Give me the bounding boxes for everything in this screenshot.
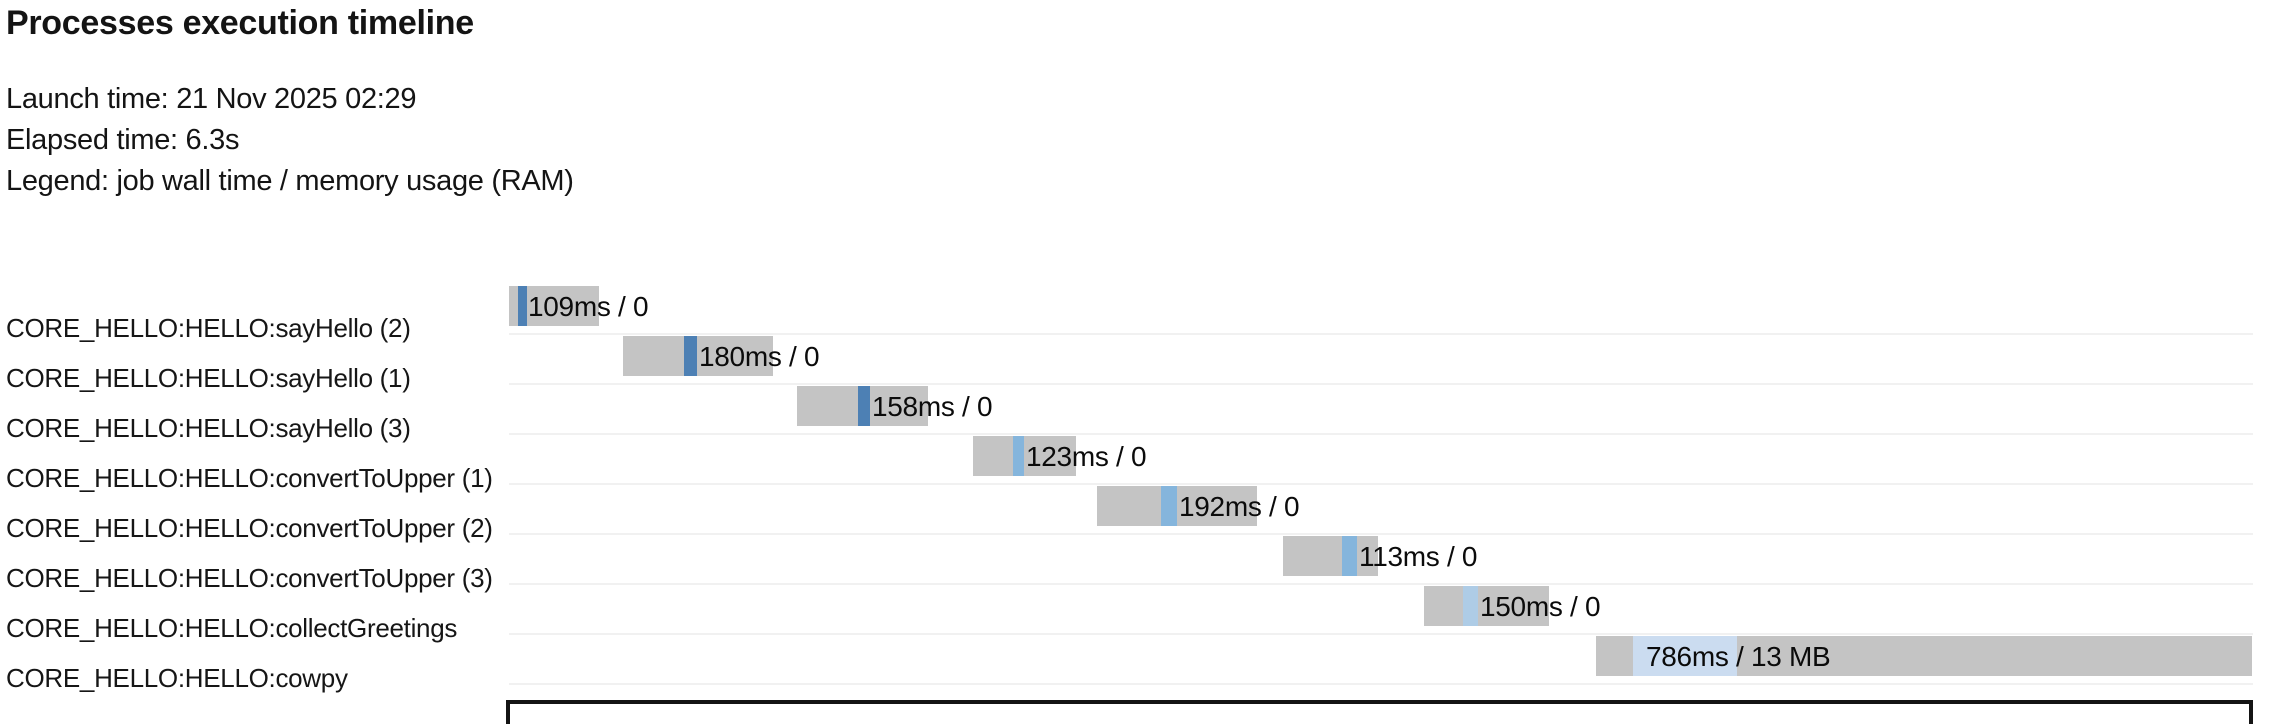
timeline-row: CORE_HELLO:HELLO:convertToUpper (1) 123ms…: [0, 436, 2284, 493]
row-plot: 109ms / 0: [509, 286, 2253, 335]
row-plot: 113ms / 0: [509, 536, 2253, 585]
process-label: CORE_HELLO:HELLO:cowpy: [6, 663, 348, 693]
timeline-row: CORE_HELLO:HELLO:sayHello (2) 109ms / 0: [0, 286, 2284, 343]
process-label: CORE_HELLO:HELLO:convertToUpper (2): [6, 513, 493, 543]
task-runtime-segment: [1013, 436, 1024, 476]
task-annotation: 180ms / 0: [699, 341, 820, 372]
process-label: CORE_HELLO:HELLO:convertToUpper (3): [6, 563, 493, 593]
elapsed-time-text: Elapsed time: 6.3s: [6, 124, 240, 156]
task-runtime-segment: [518, 286, 527, 326]
task-annotation: 150ms / 0: [1480, 591, 1601, 622]
task-annotation: 192ms / 0: [1179, 491, 1300, 522]
launch-time-text: Launch time: 21 Nov 2025 02:29: [6, 83, 417, 115]
task-annotation: 113ms / 0: [1359, 541, 1478, 572]
process-label: CORE_HELLO:HELLO:sayHello (1): [6, 363, 411, 393]
process-label: CORE_HELLO:HELLO:collectGreetings: [6, 613, 458, 643]
task-bar: [623, 336, 773, 376]
task-annotation: 123ms / 0: [1026, 441, 1147, 472]
axis-border-box: [506, 700, 2253, 724]
timeline-row: CORE_HELLO:HELLO:sayHello (1) 180ms / 0: [0, 336, 2284, 393]
task-annotation: 109ms / 0: [528, 291, 649, 322]
row-plot: 158ms / 0: [509, 386, 2253, 435]
task-runtime-segment: [1161, 486, 1177, 526]
task-annotation: 786ms / 13 MB: [1646, 641, 1831, 672]
legend-text: Legend: job wall time / memory usage (RA…: [6, 165, 574, 197]
process-label: CORE_HELLO:HELLO:sayHello (3): [6, 413, 411, 443]
row-plot: 123ms / 0: [509, 436, 2253, 485]
page-title: Processes execution timeline: [6, 4, 474, 42]
task-runtime-segment: [1342, 536, 1357, 576]
row-plot: 150ms / 0: [509, 586, 2253, 635]
task-bar: [1097, 486, 1257, 526]
task-runtime-segment: [1633, 636, 1737, 676]
task-runtime-segment: [684, 336, 697, 376]
timeline-row: CORE_HELLO:HELLO:collectGreetings 150ms /…: [0, 586, 2284, 643]
timeline-row: CORE_HELLO:HELLO:cowpy 786ms / 13 MB: [0, 636, 2284, 693]
task-runtime-segment: [1463, 586, 1478, 626]
timeline-row: CORE_HELLO:HELLO:convertToUpper (3) 113ms…: [0, 536, 2284, 593]
row-plot: 786ms / 13 MB: [509, 636, 2253, 685]
task-annotation: 158ms / 0: [872, 391, 993, 422]
task-bar: [1424, 586, 1549, 626]
task-runtime-segment: [858, 386, 870, 426]
process-label: CORE_HELLO:HELLO:sayHello (2): [6, 313, 411, 343]
timeline-row: CORE_HELLO:HELLO:convertToUpper (2) 192ms…: [0, 486, 2284, 543]
row-plot: 180ms / 0: [509, 336, 2253, 385]
row-plot: 192ms / 0: [509, 486, 2253, 535]
timeline-row: CORE_HELLO:HELLO:sayHello (3) 158ms / 0: [0, 386, 2284, 443]
process-label: CORE_HELLO:HELLO:convertToUpper (1): [6, 463, 493, 493]
report-meta: Launch time: 21 Nov 2025 02:29 Elapsed t…: [6, 79, 574, 202]
task-bar: [1283, 536, 1378, 576]
timeline-chart: CORE_HELLO:HELLO:sayHello (2) 109ms / 0 CO…: [0, 286, 2284, 693]
task-bar: [973, 436, 1076, 476]
